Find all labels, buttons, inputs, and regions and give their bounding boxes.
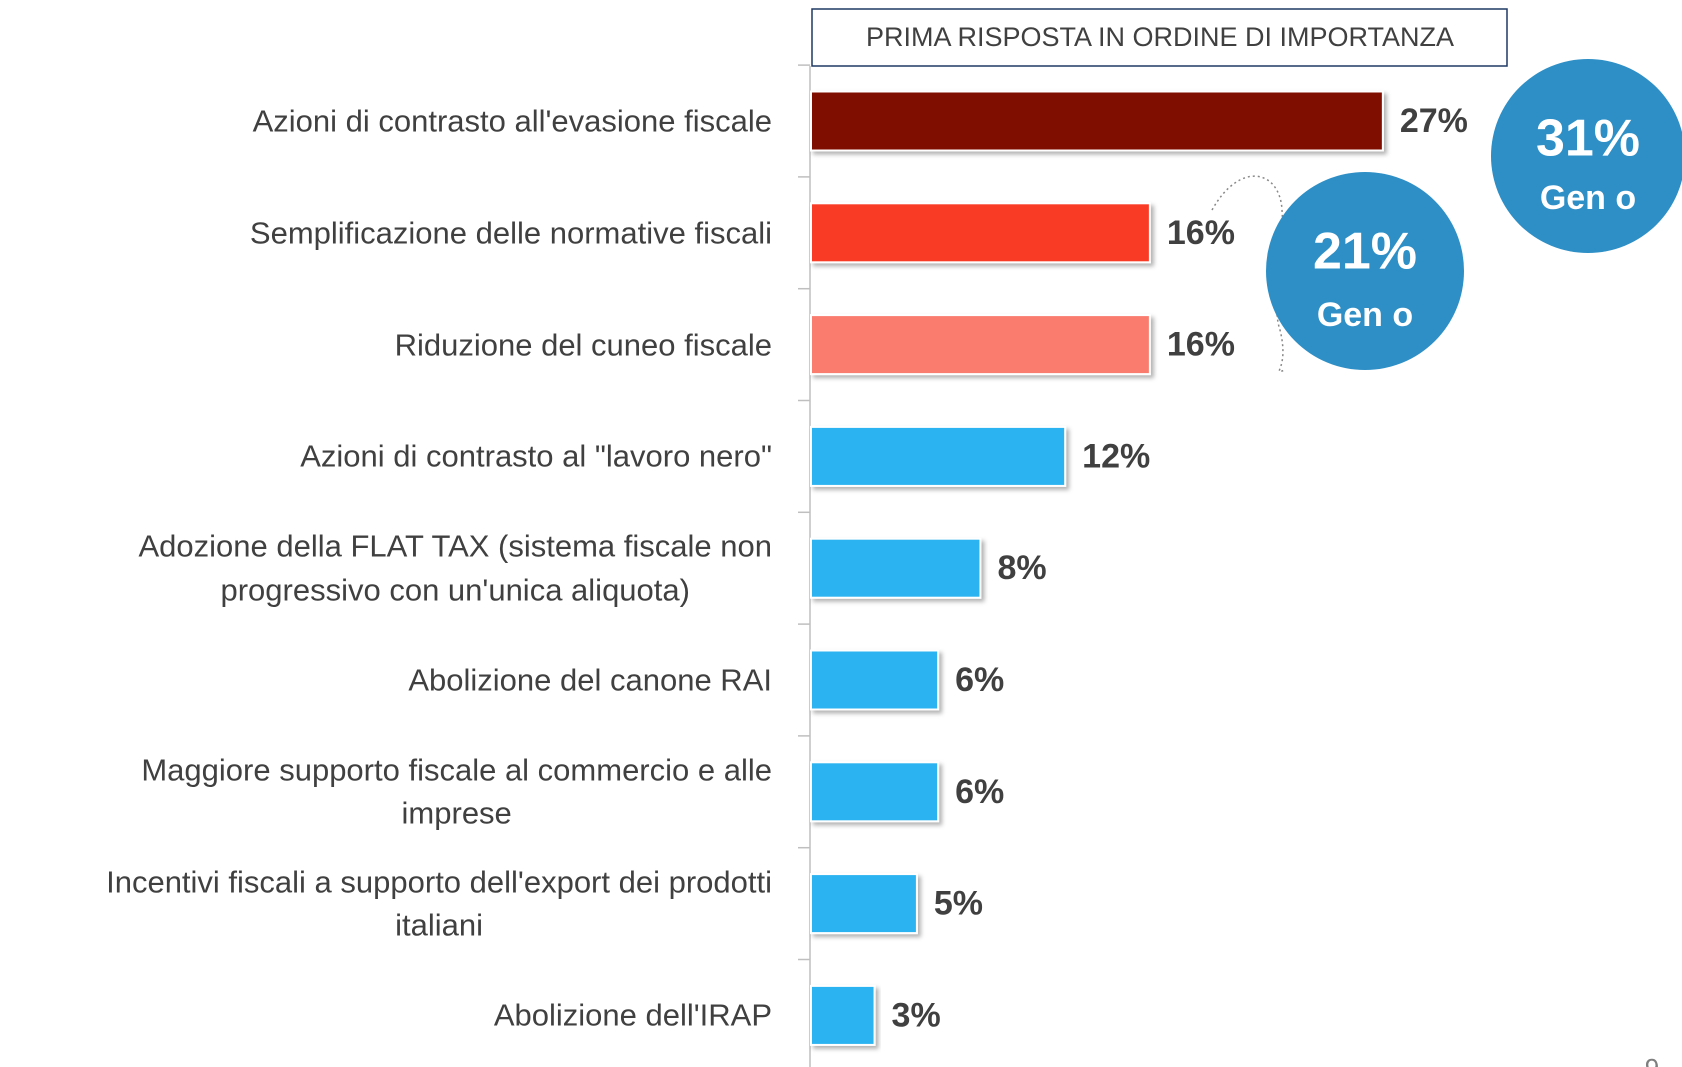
value-label: 6% <box>955 773 1004 811</box>
connector <box>1211 175 1286 373</box>
value-label: 16% <box>1167 214 1235 252</box>
bar <box>810 314 1151 376</box>
value-label: 8% <box>997 549 1046 587</box>
bar <box>810 873 918 935</box>
bubble-value: 31% <box>1536 110 1640 168</box>
bubble <box>1491 59 1682 253</box>
value-label: 3% <box>892 996 941 1034</box>
bar <box>810 761 940 823</box>
category-label: Abolizione del canone RAI <box>0 658 772 701</box>
category-text: Semplificazione delle normative fiscali <box>249 215 772 251</box>
category-text: Riduzione del cuneo fiscale <box>394 326 772 362</box>
category-text: Azioni di contrasto all'evasione fiscale <box>252 103 772 139</box>
category-text: Abolizione del canone RAI <box>408 662 772 698</box>
bubble-label: Gen o <box>1317 296 1413 334</box>
header-box <box>811 8 1508 67</box>
bubble <box>1266 172 1464 370</box>
value-label: 12% <box>1082 437 1150 475</box>
category-text: Maggiore supporto fiscale al commercio e… <box>141 752 772 831</box>
category-label: Semplificazione delle normative fiscali <box>0 211 772 254</box>
bar <box>810 425 1067 487</box>
bubble-value: 21% <box>1313 223 1417 281</box>
bar <box>810 202 1151 264</box>
value-label: 6% <box>955 661 1004 699</box>
bar <box>810 984 876 1046</box>
category-label: Riduzione del cuneo fiscale <box>0 323 772 366</box>
category-text: Adozione della FLAT TAX (sistema fiscale… <box>138 528 772 608</box>
category-label: Maggiore supporto fiscale al commercio e… <box>0 748 772 835</box>
page-number: 9 <box>1645 1053 1659 1067</box>
bar <box>810 537 982 599</box>
category-text: Abolizione dell'IRAP <box>493 997 772 1033</box>
bubble-label: Gen o <box>1540 179 1636 217</box>
value-label: 5% <box>934 885 983 923</box>
bar <box>810 90 1384 152</box>
category-text: Azioni di contrasto al "lavoro nero" <box>300 438 772 474</box>
value-label: 27% <box>1400 102 1468 140</box>
category-label: Azioni di contrasto al "lavoro nero" <box>0 435 772 478</box>
category-label: Azioni di contrasto all'evasione fiscale <box>0 99 772 142</box>
category-label: Incentivi fiscali a supporto dell'export… <box>0 860 772 947</box>
bar <box>810 649 940 711</box>
category-label: Adozione della FLAT TAX (sistema fiscale… <box>0 525 772 612</box>
header: PRIMA RISPOSTA IN ORDINE DI IMPORTANZA <box>866 22 1454 52</box>
category-label: Abolizione dell'IRAP <box>0 994 772 1037</box>
category-text: Incentivi fiscali a supporto dell'export… <box>106 864 772 943</box>
value-label: 16% <box>1167 326 1235 364</box>
